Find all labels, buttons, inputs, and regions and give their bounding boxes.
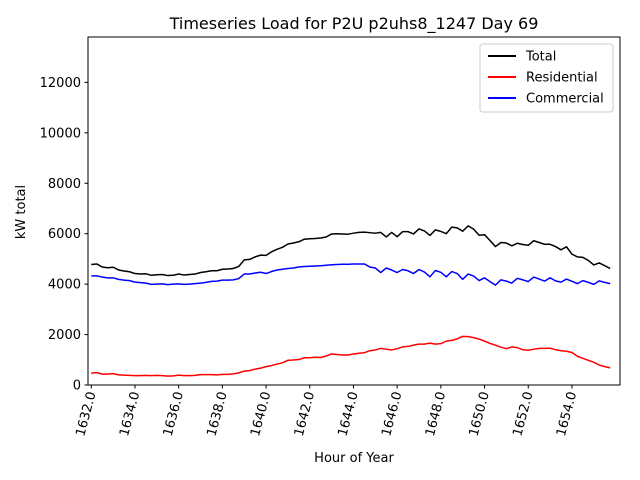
legend-label-residential: Residential — [526, 71, 598, 86]
y-tick-label: 6000 — [48, 227, 81, 242]
y-tick-label: 12000 — [40, 76, 81, 91]
x-axis-label: Hour of Year — [314, 451, 394, 466]
plot-area — [91, 225, 611, 377]
y-tick-label: 10000 — [40, 126, 81, 141]
y-tick-label: 4000 — [48, 278, 81, 293]
chart-title: Timeseries Load for P2U p2uhs8_1247 Day … — [169, 14, 539, 34]
legend-label-commercial: Commercial — [526, 92, 604, 107]
y-tick-label: 8000 — [48, 177, 81, 192]
legend-label-total: Total — [525, 50, 556, 65]
axes-frame — [87, 36, 621, 386]
legend-box — [479, 43, 614, 113]
series-line-total — [91, 225, 611, 277]
series-line-residential — [91, 335, 611, 377]
y-tick-label: 0 — [73, 379, 81, 394]
y-tick-label: 2000 — [48, 328, 81, 343]
legend: Total Residential Commercial — [479, 43, 614, 113]
series-line-commercial — [91, 263, 611, 286]
y-axis-label: kW total — [14, 185, 29, 239]
